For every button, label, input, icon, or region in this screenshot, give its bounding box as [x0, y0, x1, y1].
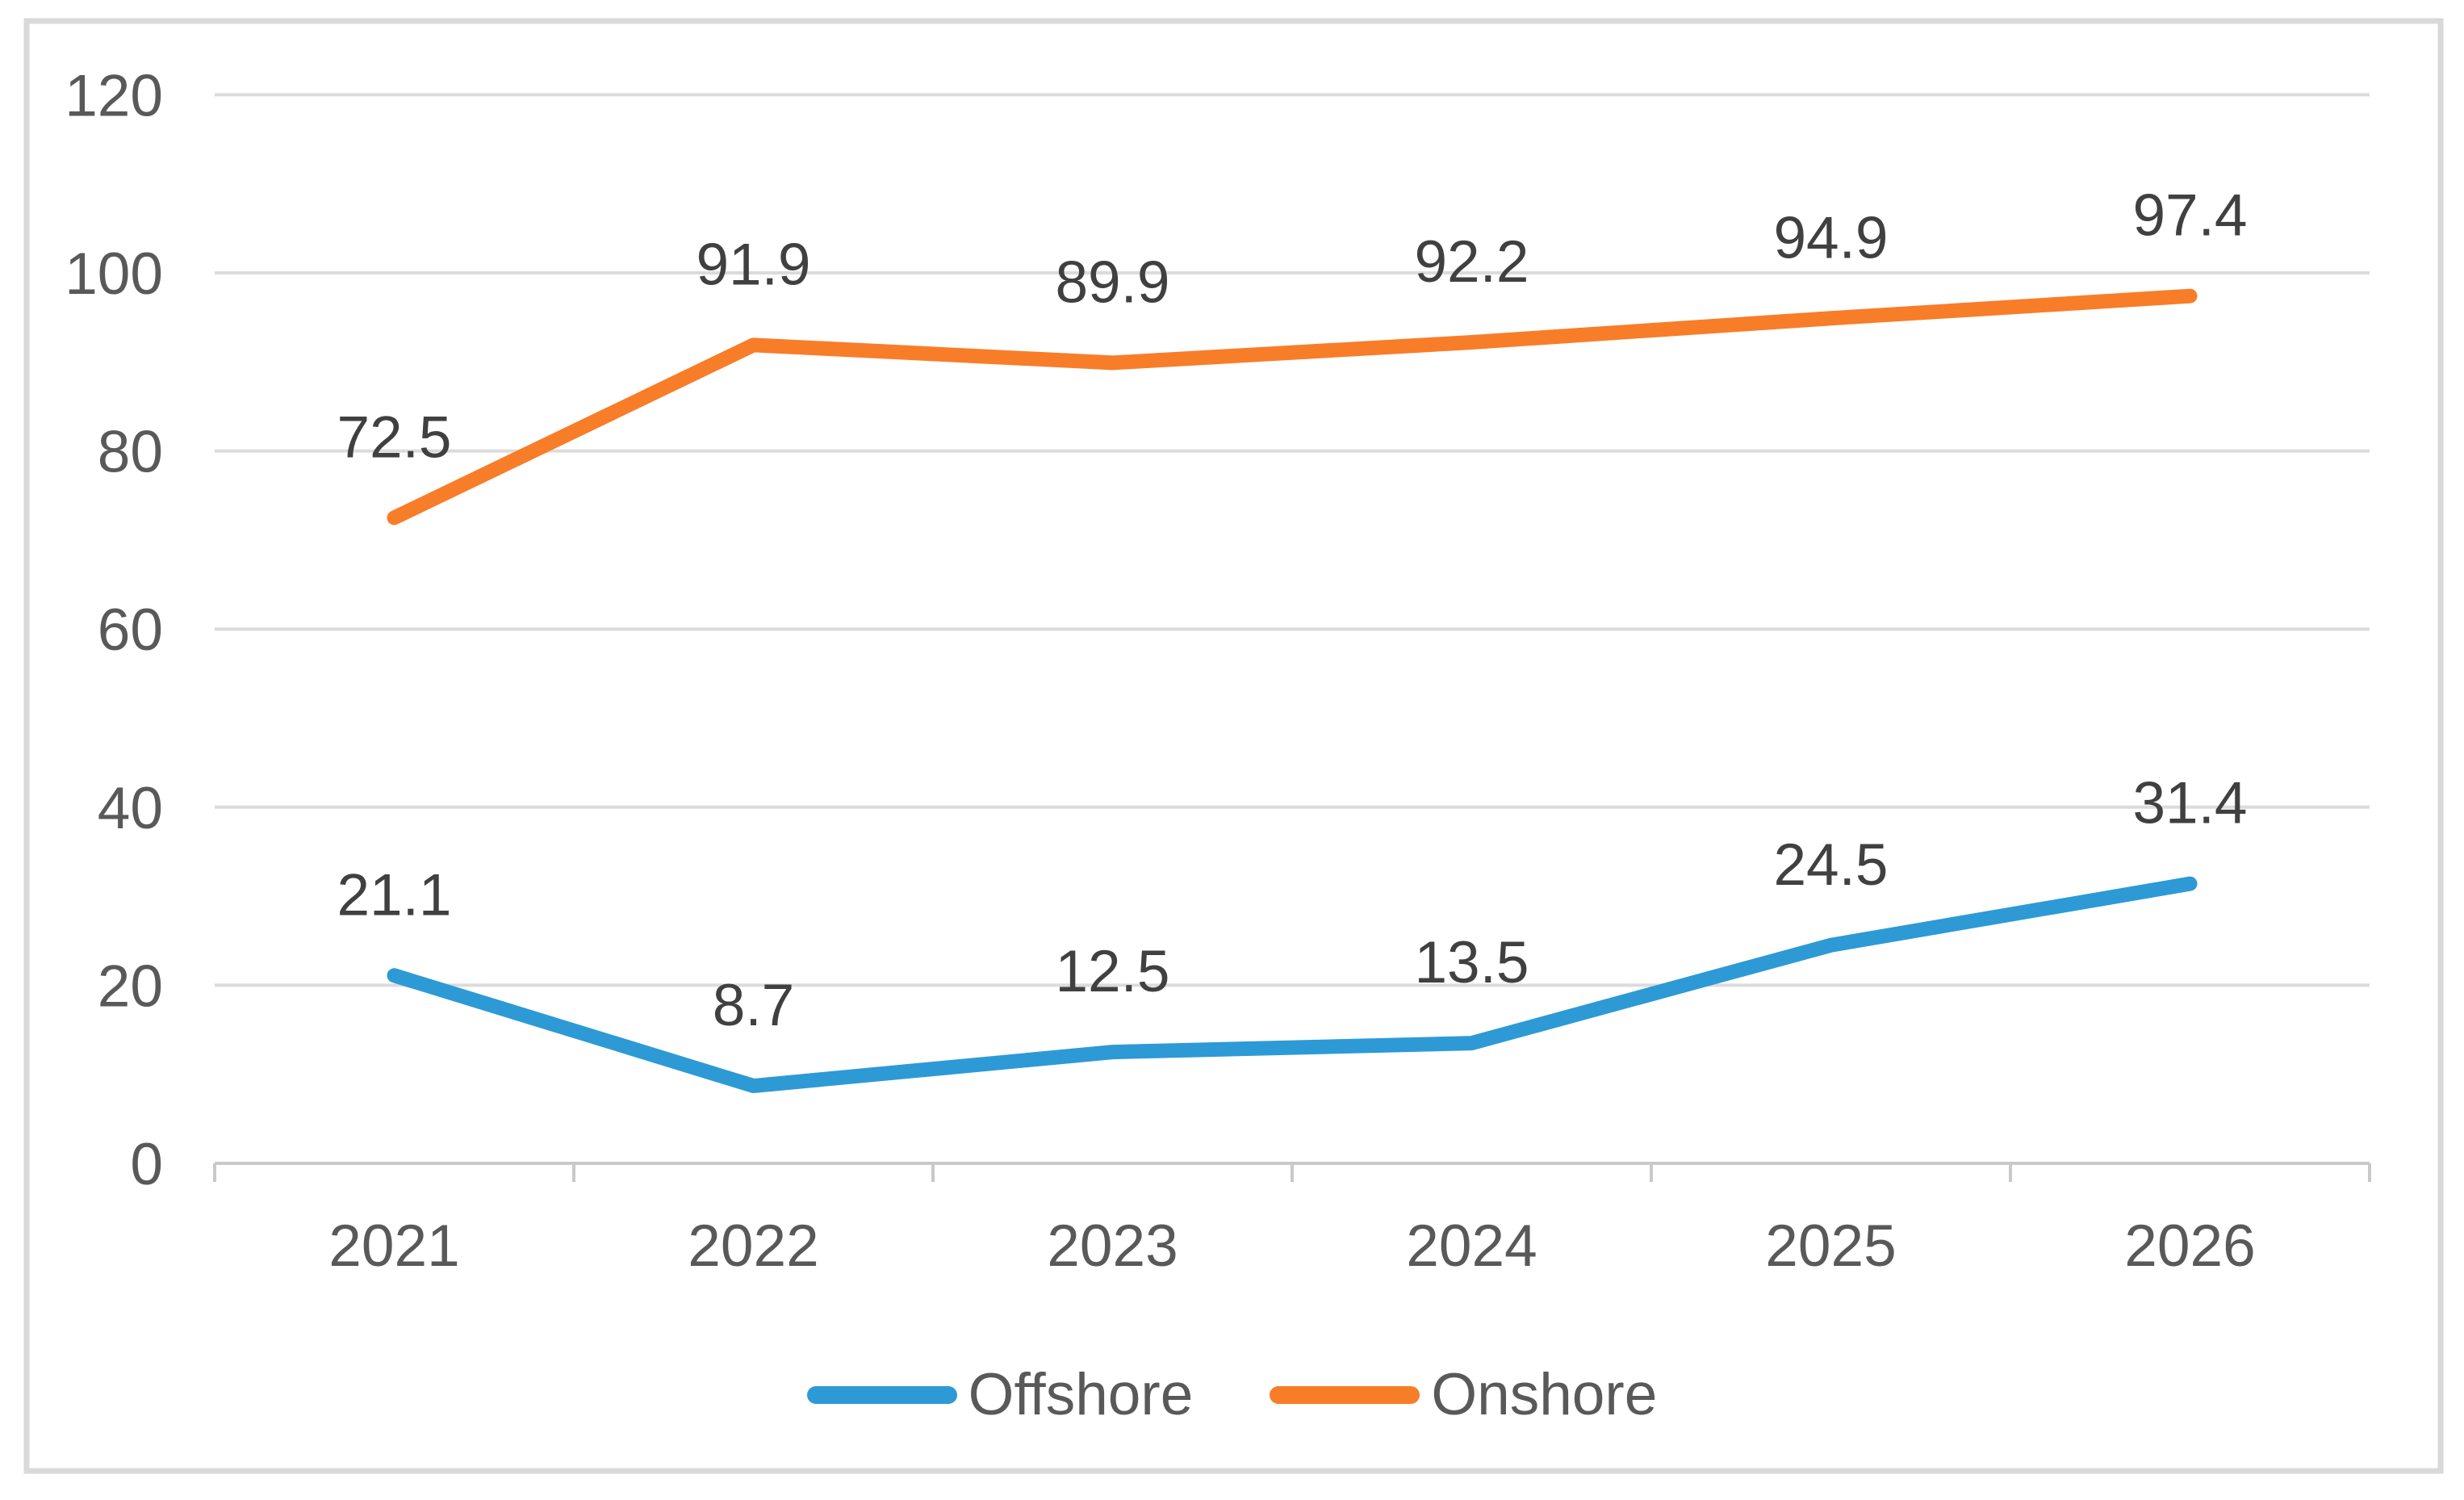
onshore-data-label: 97.4 — [2132, 183, 2247, 249]
y-tick-label: 20 — [98, 953, 163, 1019]
y-tick-label: 40 — [98, 776, 163, 841]
onshore-data-label: 94.9 — [1773, 205, 1888, 270]
y-tick-label: 120 — [65, 63, 163, 128]
y-tick-label: 100 — [65, 241, 163, 307]
offshore-data-label: 8.7 — [713, 973, 794, 1038]
onshore-line-swatch-icon — [1270, 1385, 1420, 1404]
onshore-data-label: 89.9 — [1055, 249, 1169, 315]
y-tick-label: 60 — [98, 597, 163, 663]
onshore-data-label: 91.9 — [696, 232, 810, 297]
offshore-line-swatch-icon — [806, 1385, 957, 1404]
chart-border — [23, 18, 2444, 1474]
x-tick-label: 2022 — [688, 1213, 818, 1279]
x-tick-label: 2024 — [1406, 1213, 1537, 1279]
y-tick-label: 0 — [130, 1132, 163, 1197]
legend-label-onshore: Onshore — [1431, 1362, 1658, 1427]
offshore-data-label: 24.5 — [1773, 832, 1888, 898]
legend: Offshore Onshore — [0, 1361, 2464, 1428]
y-tick-label: 80 — [98, 420, 163, 485]
onshore-data-label: 92.2 — [1414, 229, 1529, 295]
legend-label-offshore: Offshore — [968, 1362, 1194, 1427]
offshore-data-label: 13.5 — [1414, 930, 1529, 995]
x-tick-label: 2023 — [1047, 1213, 1178, 1279]
onshore-data-label: 72.5 — [337, 404, 451, 470]
offshore-data-label: 21.1 — [337, 862, 451, 928]
x-tick-label: 2025 — [1765, 1213, 1896, 1279]
offshore-data-label: 12.5 — [1055, 939, 1169, 1004]
onshore-series-line — [387, 288, 2198, 526]
x-tick-label: 2021 — [328, 1213, 459, 1279]
offshore-data-label: 31.4 — [2132, 771, 2247, 836]
legend-item-offshore: Offshore — [806, 1361, 1194, 1428]
offshore-series-line — [387, 876, 2198, 1094]
x-tick-label: 2026 — [2124, 1213, 2255, 1279]
legend-item-onshore: Onshore — [1270, 1361, 1657, 1428]
